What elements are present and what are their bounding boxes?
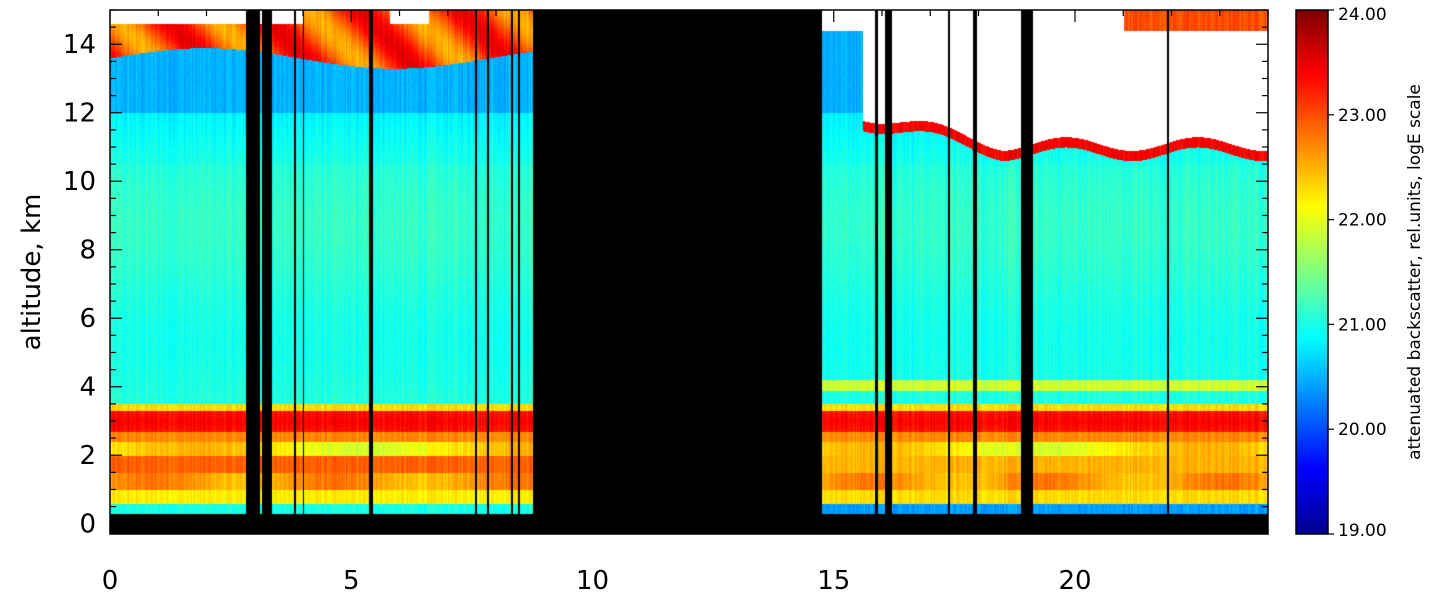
y-tick-label: 6 xyxy=(79,304,96,334)
y-tick-label: 14 xyxy=(63,30,96,60)
colorbar-tick-label: 24.00 xyxy=(1338,5,1387,25)
x-axis-ticks: 0 5 10 15 20 xyxy=(102,10,1269,594)
y-tick-label: 8 xyxy=(79,236,96,266)
colorbar: 19.00 20.00 21.00 22.00 23.00 24.00 attenuate… xyxy=(1295,5,1425,541)
y-tick-label: 2 xyxy=(79,441,96,471)
heatmap-image xyxy=(110,10,1268,534)
y-tick-label: 0 xyxy=(79,510,96,540)
plot-area: 0 5 10 15 20 0 2 4 6 8 10 12 14 xyxy=(63,9,1269,594)
colorbar-tick-label: 22.00 xyxy=(1338,211,1387,231)
x-tick-label: 15 xyxy=(817,566,850,594)
colorbar-gradient xyxy=(1295,9,1329,535)
y-tick-label: 10 xyxy=(63,167,96,197)
y-axis-title: altitude, km xyxy=(17,194,47,351)
x-tick-label: 0 xyxy=(102,566,119,594)
colorbar-ticks: 19.00 20.00 21.00 22.00 23.00 24.00 xyxy=(1328,5,1387,541)
colorbar-tick-label: 19.00 xyxy=(1338,521,1387,541)
colorbar-tick-label: 20.00 xyxy=(1338,420,1387,440)
colorbar-tick-label: 23.00 xyxy=(1338,106,1387,126)
x-tick-label: 10 xyxy=(576,566,609,594)
colorbar-title: attenuated backscatter, rel.units, logE … xyxy=(1405,84,1425,460)
x-tick-label: 5 xyxy=(343,566,360,594)
y-axis-ticks: 0 2 4 6 8 10 12 14 xyxy=(63,9,1268,540)
y-tick-label: 12 xyxy=(63,99,96,129)
x-tick-label: 20 xyxy=(1058,566,1091,594)
colorbar-tick-label: 21.00 xyxy=(1338,315,1387,335)
y-tick-label: 4 xyxy=(79,373,96,403)
